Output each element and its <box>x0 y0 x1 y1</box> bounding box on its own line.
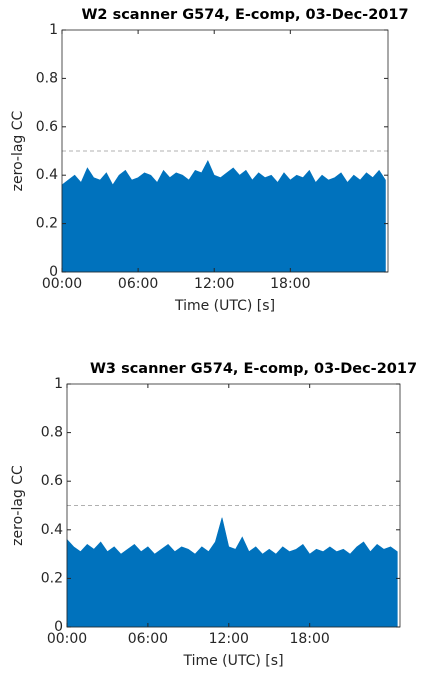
y-axis-label: zero-lag CC <box>10 110 26 191</box>
y-tick-label: 1 <box>54 376 63 392</box>
x-tick-label: 12:00 <box>209 631 249 647</box>
y-tick-label: 0.4 <box>36 167 58 183</box>
chart-title: W3 scanner G574, E-comp, 03-Dec-2017 <box>90 361 417 377</box>
y-tick-label: 0.4 <box>41 522 63 538</box>
y-tick-label: 0.6 <box>36 119 58 135</box>
axes-box <box>61 29 389 273</box>
y-tick-label: 0 <box>49 264 58 280</box>
x-tick-label: 00:00 <box>42 276 82 292</box>
y-tick-label: 0.6 <box>41 473 63 489</box>
x-tick-label: 06:00 <box>118 276 158 292</box>
x-tick-label: 06:00 <box>128 631 168 647</box>
y-tick-label: 0 <box>54 619 63 635</box>
y-tick-label: 1 <box>49 22 58 38</box>
x-tick-label: 18:00 <box>289 631 329 647</box>
x-tick-label: 12:00 <box>194 276 234 292</box>
area <box>61 159 386 273</box>
x-tick-label: 18:00 <box>270 276 310 292</box>
y-tick-label: 0.2 <box>36 216 58 232</box>
x-tick-label: 00:00 <box>47 631 87 647</box>
axes-box <box>66 383 401 628</box>
x-axis-label: Time (UTC) [s] <box>182 653 283 669</box>
y-tick-label: 0.8 <box>41 425 63 441</box>
area <box>66 517 398 628</box>
y-tick-label: 0.2 <box>41 570 63 586</box>
y-tick-label: 0.8 <box>36 70 58 86</box>
y-axis-label: zero-lag CC <box>10 465 26 546</box>
chart-title: W2 scanner G574, E-comp, 03-Dec-2017 <box>81 7 408 23</box>
x-axis-label: Time (UTC) [s] <box>174 298 275 314</box>
